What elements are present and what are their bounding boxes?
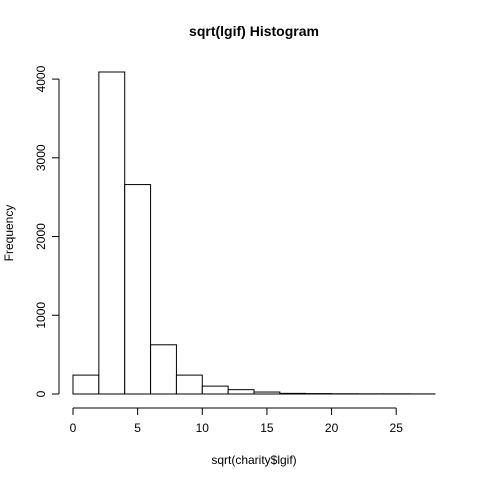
x-tick-label: 20 [325,421,339,435]
x-axis-label: sqrt(charity$lgif) [211,453,296,467]
histogram-bar [201,385,229,395]
y-axis-label: Frequency [2,205,16,262]
y-tick-label: 0 [34,390,48,397]
y-tick-label: 1000 [34,302,48,329]
y-tick-label: 4000 [34,65,48,92]
x-axis: 0 5 10 15 20 25 [70,407,404,435]
histogram-bar [227,389,255,395]
histogram-bar [150,344,177,395]
y-axis: 0 1000 2000 3000 4000 [34,65,60,397]
chart-title: sqrt(lgif) Histogram [189,23,319,39]
histogram-bar [98,71,126,395]
y-tick-label: 3000 [34,144,48,171]
x-tick-label: 0 [70,421,77,435]
histogram-bar [175,374,203,395]
histogram-bar [72,374,100,395]
histogram-bar [279,392,307,395]
histogram-bar [253,391,281,395]
y-tick-label: 2000 [34,223,48,250]
x-tick-label: 15 [260,421,274,435]
x-tick-label: 5 [134,421,141,435]
x-tick-label: 10 [196,421,210,435]
x-tick-label: 25 [390,421,404,435]
histogram-bar [124,184,152,395]
bars-group [72,71,436,395]
